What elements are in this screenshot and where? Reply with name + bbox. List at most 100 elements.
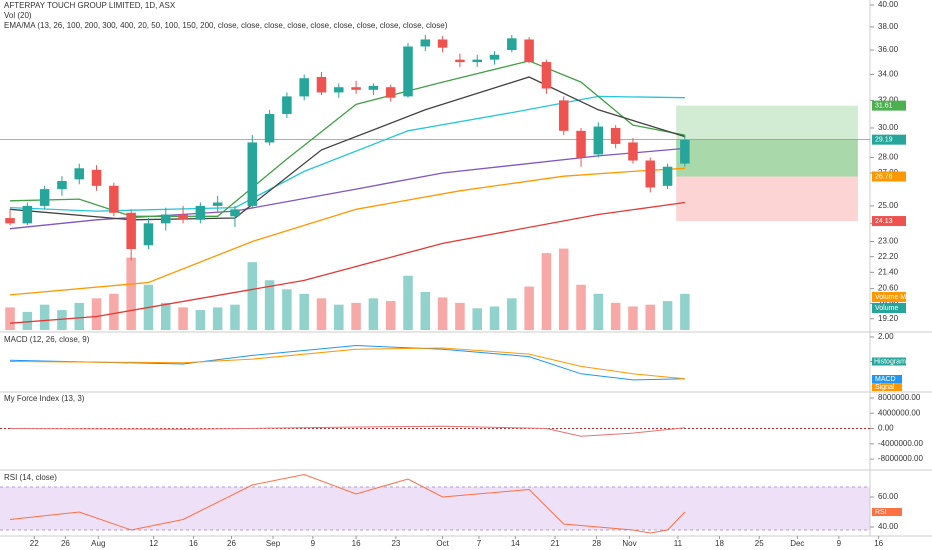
candle-body xyxy=(39,189,50,206)
legend-badge xyxy=(872,357,906,366)
volume-bar xyxy=(420,292,431,330)
x-tick-label: 16 xyxy=(352,539,361,548)
x-tick-label: 26 xyxy=(227,539,236,548)
candle-body xyxy=(662,166,673,186)
candle-body xyxy=(74,168,85,180)
y-tick-label: 40.00 xyxy=(878,522,899,531)
x-tick-label: 22 xyxy=(30,539,39,548)
candle-body xyxy=(593,126,604,155)
volume-bar xyxy=(645,304,656,330)
price-badge-label: 31.61 xyxy=(875,102,893,109)
line xyxy=(9,473,686,534)
y-tick-label: 0.00 xyxy=(878,424,894,433)
x-tick-label: 23 xyxy=(391,539,400,548)
candle-body xyxy=(5,218,15,224)
x-tick-label: 12 xyxy=(149,539,158,548)
price-badge xyxy=(872,216,906,227)
y-tick-label: 2.00 xyxy=(878,332,894,341)
pane-title: RSI (14, close) xyxy=(4,473,57,482)
legend-badge xyxy=(872,375,902,383)
candle-body xyxy=(541,62,552,89)
candle-body xyxy=(109,185,119,213)
x-tick-label: 25 xyxy=(755,539,764,548)
volume-bar xyxy=(351,302,361,330)
x-tick-label: Sep xyxy=(266,539,281,548)
candle-body xyxy=(368,85,379,90)
legend-label: Signal xyxy=(875,384,895,391)
x-tick-label: 9 xyxy=(311,539,316,548)
volume-bar xyxy=(264,280,275,330)
line xyxy=(9,425,685,437)
volume-bar xyxy=(610,302,621,330)
y-tick-label: 34.00 xyxy=(878,70,899,79)
candle-body xyxy=(437,39,448,48)
volume-bar xyxy=(316,298,327,330)
x-tick-label: 26 xyxy=(61,539,70,548)
y-tick-label: 40.00 xyxy=(878,0,899,9)
candle-body xyxy=(558,100,569,131)
x-tick-label: Oct xyxy=(436,539,449,548)
volume-bar xyxy=(680,293,690,330)
line xyxy=(9,95,685,212)
price-badge xyxy=(872,292,906,302)
volume-bar xyxy=(334,304,344,330)
price-badge xyxy=(872,171,906,182)
y-tick-label: 8000000.00 xyxy=(878,393,921,402)
volume-bar xyxy=(662,301,673,330)
volume-bar xyxy=(455,302,465,330)
indicator-title: EMA/MA (13, 26, 100, 200, 300, 400, 20, … xyxy=(4,21,448,30)
candle-body xyxy=(57,180,67,190)
candle-body xyxy=(247,142,258,206)
legend-label: MACD xyxy=(875,376,896,383)
y-tick-label: 4000000.00 xyxy=(878,408,921,417)
volume-bar xyxy=(247,262,258,330)
volume-bar xyxy=(558,248,569,330)
volume-bar xyxy=(385,301,396,330)
stop-zone xyxy=(676,176,858,222)
candle-body xyxy=(178,214,188,220)
price-badge-label: Volume xyxy=(875,305,898,312)
y-tick-label: 30.00 xyxy=(878,123,899,132)
x-tick-label: 7 xyxy=(477,539,482,548)
y-tick-label: 38.00 xyxy=(878,22,899,31)
candle-body xyxy=(316,76,327,93)
volume-bar xyxy=(472,308,482,330)
price-badge-label: 29.19 xyxy=(875,137,893,144)
candle-body xyxy=(334,87,344,93)
price-badge xyxy=(872,134,906,145)
candle-body xyxy=(264,113,275,143)
x-tick-label: 14 xyxy=(511,539,520,548)
volume-bar xyxy=(593,293,604,330)
x-tick-label: 18 xyxy=(715,539,724,548)
volume-bar xyxy=(126,257,136,330)
pane-title: MACD (12, 26, close, 9) xyxy=(4,335,90,344)
volume-bar xyxy=(212,307,223,330)
y-tick-label: 28.00 xyxy=(878,153,899,162)
volume-bar xyxy=(161,302,171,330)
volume-bar xyxy=(576,284,586,330)
price-badge-label: Volume MA xyxy=(875,294,911,301)
volume-bar xyxy=(5,307,15,330)
y-tick-label: 32.00 xyxy=(878,95,899,104)
line xyxy=(9,167,685,296)
volume-bar xyxy=(74,302,85,330)
candle-body xyxy=(403,46,413,97)
y-tick-label: 25.00 xyxy=(878,201,899,210)
x-tick-label: 21 xyxy=(551,539,560,548)
volume-bar xyxy=(195,310,206,330)
volume-title: Vol (20) xyxy=(4,11,32,20)
y-tick-label: -4000000.00 xyxy=(878,439,923,448)
legend-label: RSI xyxy=(875,509,887,516)
volume-bar xyxy=(541,253,552,330)
volume-bar xyxy=(489,306,500,330)
candle-body xyxy=(22,205,33,224)
candle-body xyxy=(628,142,638,161)
candle-body xyxy=(472,59,482,63)
candle-body xyxy=(420,39,431,47)
candle-body xyxy=(455,59,465,63)
volume-bar xyxy=(57,310,67,330)
rsi-band xyxy=(0,487,870,530)
volume-bar xyxy=(282,289,292,330)
